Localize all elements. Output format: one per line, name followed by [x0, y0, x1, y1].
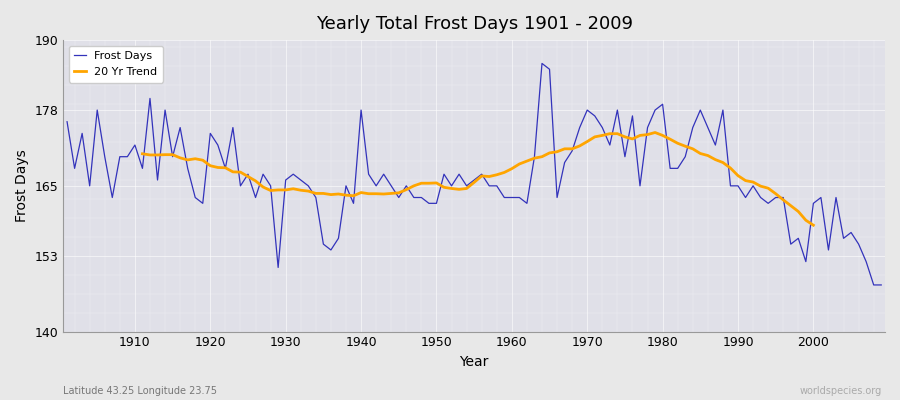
- Frost Days: [507, 195, 517, 200]
- Frost Days: [62, 119, 73, 124]
- Frost Days: [122, 154, 133, 159]
- Frost Days: [499, 195, 509, 200]
- Frost Days: [288, 172, 299, 176]
- Text: worldspecies.org: worldspecies.org: [800, 386, 882, 396]
- Title: Yearly Total Frost Days 1901 - 2009: Yearly Total Frost Days 1901 - 2009: [316, 15, 633, 33]
- Frost Days: [605, 143, 616, 148]
- Y-axis label: Frost Days: Frost Days: [15, 150, 29, 222]
- X-axis label: Year: Year: [460, 355, 489, 369]
- Legend: Frost Days, 20 Yr Trend: Frost Days, 20 Yr Trend: [68, 46, 163, 82]
- Text: Latitude 43.25 Longitude 23.75: Latitude 43.25 Longitude 23.75: [63, 386, 217, 396]
- Frost Days: [333, 236, 344, 241]
- Line: 20 Yr Trend: 20 Yr Trend: [142, 132, 814, 225]
- Line: Frost Days: Frost Days: [68, 64, 881, 285]
- 20 Yr Trend: [717, 160, 728, 165]
- Frost Days: [536, 61, 547, 66]
- Frost Days: [868, 282, 879, 287]
- 20 Yr Trend: [228, 170, 238, 174]
- 20 Yr Trend: [605, 131, 616, 136]
- 20 Yr Trend: [702, 153, 713, 158]
- 20 Yr Trend: [137, 151, 148, 156]
- 20 Yr Trend: [808, 223, 819, 228]
- Frost Days: [876, 282, 886, 287]
- 20 Yr Trend: [340, 193, 351, 198]
- 20 Yr Trend: [650, 130, 661, 135]
- 20 Yr Trend: [786, 203, 796, 208]
